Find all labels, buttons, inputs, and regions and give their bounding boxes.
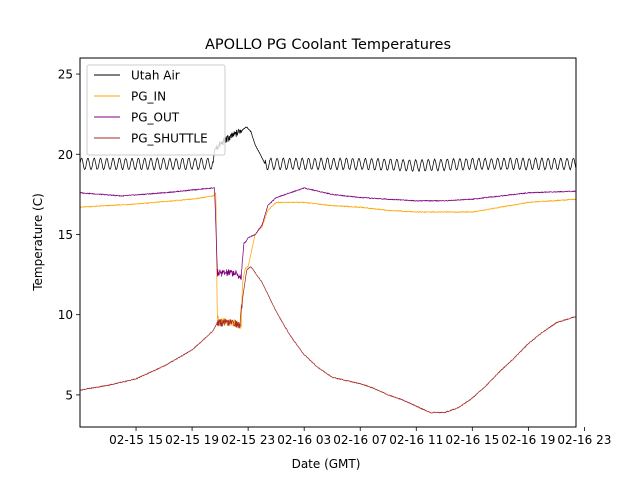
x-tick-label: 02-16 15	[445, 433, 499, 447]
series-line-utah-air	[80, 126, 576, 172]
x-tick-label: 02-16 03	[277, 433, 331, 447]
y-tick-label: 5	[65, 388, 73, 402]
y-axis-title: Temperature (C)	[31, 193, 45, 292]
legend-label: PG_SHUTTLE	[131, 132, 208, 146]
legend-label: Utah Air	[131, 69, 180, 83]
x-tick-label: 02-16 23	[557, 433, 611, 447]
series-line-pg-out	[80, 187, 576, 280]
chart-title: APOLLO PG Coolant Temperatures	[205, 37, 451, 53]
series-line-pg-in	[80, 192, 576, 329]
legend-box	[86, 64, 226, 156]
legend-label: PG_IN	[131, 90, 166, 104]
y-axis: 5 10 15 20 25	[58, 68, 80, 402]
x-tick-label: 02-15 23	[221, 433, 275, 447]
x-tick-label: 02-16 19	[501, 433, 555, 447]
legend-label: PG_OUT	[131, 111, 180, 125]
legend: Utah Air PG_IN PG_OUT PG_SHUTTLE	[86, 64, 226, 156]
series-layer	[80, 126, 576, 414]
x-axis-title: Date (GMT)	[292, 457, 361, 471]
x-tick-label: 02-16 11	[389, 433, 443, 447]
x-tick-label: 02-15 19	[165, 433, 219, 447]
y-tick-label: 25	[58, 68, 73, 82]
x-axis: 02-15 15 02-15 19 02-15 23 02-16 03 02-16 07…	[109, 427, 611, 447]
y-tick-label: 10	[58, 308, 73, 322]
x-tick-label: 02-15 15	[109, 433, 163, 447]
y-tick-label: 20	[58, 148, 73, 162]
x-tick-label: 02-16 07	[333, 433, 387, 447]
series-line-pg-shuttle	[80, 266, 576, 414]
y-tick-label: 15	[58, 228, 73, 242]
plot-frame	[79, 57, 577, 428]
